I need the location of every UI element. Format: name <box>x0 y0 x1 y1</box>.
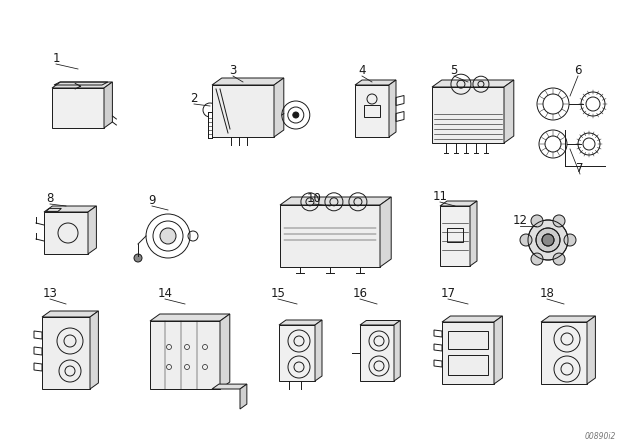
Text: 12: 12 <box>513 214 527 227</box>
Text: 18: 18 <box>540 287 554 300</box>
Text: 5: 5 <box>451 64 458 77</box>
Circle shape <box>293 112 299 118</box>
Polygon shape <box>432 87 504 143</box>
Circle shape <box>536 228 560 252</box>
Circle shape <box>531 253 543 265</box>
Text: 13: 13 <box>43 287 58 300</box>
Text: 6: 6 <box>574 64 582 77</box>
Polygon shape <box>541 316 595 322</box>
Text: 00890i2: 00890i2 <box>584 431 616 440</box>
Text: 7: 7 <box>576 161 584 175</box>
Bar <box>208 112 212 138</box>
Text: 1: 1 <box>52 52 60 65</box>
Text: 2: 2 <box>190 91 198 104</box>
Text: 8: 8 <box>46 191 54 204</box>
Text: 11: 11 <box>433 190 447 202</box>
Polygon shape <box>212 78 284 85</box>
Polygon shape <box>279 325 315 381</box>
Text: 9: 9 <box>148 194 156 207</box>
Polygon shape <box>240 384 247 409</box>
Text: 10: 10 <box>307 191 321 204</box>
Text: 17: 17 <box>440 287 456 300</box>
Polygon shape <box>440 206 470 266</box>
Polygon shape <box>52 88 104 128</box>
Polygon shape <box>220 314 230 389</box>
Polygon shape <box>150 314 230 321</box>
Polygon shape <box>442 322 494 384</box>
Polygon shape <box>440 201 477 206</box>
Polygon shape <box>279 320 322 325</box>
Circle shape <box>528 220 568 260</box>
Polygon shape <box>104 82 113 128</box>
Polygon shape <box>212 85 274 137</box>
Circle shape <box>531 215 543 227</box>
Text: 16: 16 <box>353 287 367 300</box>
Text: 14: 14 <box>157 287 173 300</box>
Polygon shape <box>432 80 514 87</box>
Polygon shape <box>394 320 400 381</box>
Polygon shape <box>504 80 514 143</box>
Bar <box>448 355 488 375</box>
Text: 4: 4 <box>358 64 365 77</box>
Bar <box>448 331 488 349</box>
Circle shape <box>160 228 176 244</box>
Polygon shape <box>44 206 97 212</box>
Polygon shape <box>355 80 396 85</box>
Text: 3: 3 <box>229 64 237 77</box>
Polygon shape <box>541 322 587 384</box>
Polygon shape <box>442 316 502 322</box>
Polygon shape <box>355 85 389 137</box>
Circle shape <box>553 215 565 227</box>
Circle shape <box>564 234 576 246</box>
Polygon shape <box>315 320 322 381</box>
Polygon shape <box>470 201 477 266</box>
Polygon shape <box>44 212 88 254</box>
Polygon shape <box>494 316 502 384</box>
Circle shape <box>542 234 554 246</box>
Text: 15: 15 <box>271 287 285 300</box>
Polygon shape <box>52 82 113 88</box>
Polygon shape <box>360 320 400 325</box>
Polygon shape <box>90 311 99 389</box>
Bar <box>447 228 463 242</box>
Polygon shape <box>389 80 396 137</box>
Circle shape <box>553 253 565 265</box>
Polygon shape <box>150 321 220 389</box>
Polygon shape <box>274 78 284 137</box>
Polygon shape <box>280 197 391 205</box>
Polygon shape <box>42 317 90 389</box>
Polygon shape <box>380 197 391 267</box>
Polygon shape <box>360 325 394 381</box>
Circle shape <box>134 254 142 262</box>
Polygon shape <box>280 205 380 267</box>
Bar <box>364 105 380 117</box>
Circle shape <box>520 234 532 246</box>
Polygon shape <box>212 384 247 389</box>
Polygon shape <box>587 316 595 384</box>
Polygon shape <box>42 311 99 317</box>
Polygon shape <box>88 206 97 254</box>
